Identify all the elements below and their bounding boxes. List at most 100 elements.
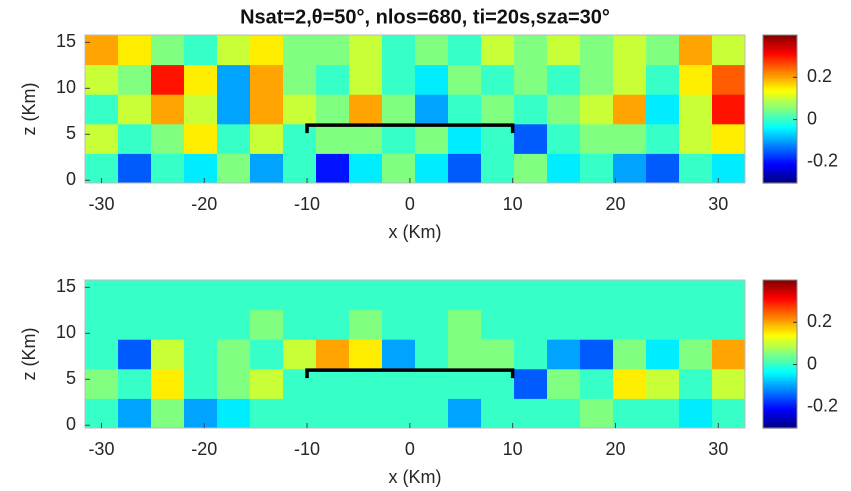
colorbar-step <box>763 39 797 43</box>
heat-cell <box>448 35 482 66</box>
colorbar-step <box>763 69 797 73</box>
heat-cell <box>85 339 119 370</box>
colorbar-step <box>763 129 797 133</box>
heat-cell <box>646 309 680 340</box>
heat-cell <box>448 368 482 399</box>
heat-cell <box>547 280 581 311</box>
colorbar-step <box>763 286 797 290</box>
colorbar-step <box>763 90 797 94</box>
y-axis-label: z (Km) <box>19 328 39 381</box>
heat-cell <box>85 94 119 125</box>
heat-cell <box>85 64 119 95</box>
heat-cell <box>646 280 680 311</box>
colorbar-step <box>763 425 797 429</box>
colorbar-step <box>763 157 797 161</box>
x-tick-label: 20 <box>605 194 625 214</box>
colorbar-step <box>763 354 797 357</box>
colorbar-step <box>763 363 797 367</box>
heat-cell <box>316 123 350 154</box>
heat-cell <box>184 280 218 311</box>
heat-cell <box>679 35 713 66</box>
heat-cell <box>283 368 317 399</box>
heat-cell <box>349 153 383 184</box>
colorbar-step <box>763 374 797 378</box>
x-tick-label: -10 <box>294 439 320 459</box>
heat-cell <box>514 35 548 66</box>
colorbar-step <box>763 74 797 78</box>
colorbar-step <box>763 393 797 397</box>
heat-cell <box>613 94 647 125</box>
heat-cell <box>283 280 317 311</box>
colorbar-step <box>763 323 797 327</box>
heat-cell <box>85 309 119 340</box>
colorbar-step <box>763 120 797 124</box>
heat-cell <box>547 309 581 340</box>
heat-cell <box>151 368 185 399</box>
heat-cell <box>316 64 350 95</box>
colorbar-step <box>763 289 797 293</box>
heat-cell <box>547 64 581 95</box>
heat-cell <box>316 153 350 184</box>
colorbar-step <box>763 122 797 126</box>
colorbar-step <box>763 78 797 82</box>
heat-cell <box>250 368 284 399</box>
colorbar <box>763 35 797 184</box>
colorbar-step <box>763 333 797 337</box>
colorbar-step <box>763 342 797 346</box>
y-tick-label: 10 <box>56 322 76 342</box>
heat-cell <box>514 153 548 184</box>
colorbar-step <box>763 141 797 145</box>
heat-cell <box>712 398 746 429</box>
heat-cell <box>448 123 482 154</box>
heat-cell <box>118 94 152 125</box>
heat-cell <box>316 35 350 66</box>
heat-cell <box>184 64 218 95</box>
heat-cell <box>151 398 185 429</box>
heat-cell <box>283 309 317 340</box>
colorbar-step <box>763 381 797 385</box>
heat-cell <box>250 309 284 340</box>
colorbar-step <box>763 139 797 142</box>
y-tick-label: 15 <box>56 31 76 51</box>
heat-cell <box>217 35 251 66</box>
colorbar-step <box>763 298 797 302</box>
heat-cell <box>250 280 284 311</box>
heat-cell <box>712 153 746 184</box>
heat-cell <box>415 339 449 370</box>
heat-cell <box>547 123 581 154</box>
heat-cell <box>514 280 548 311</box>
heat-cell <box>217 153 251 184</box>
heat-cell <box>580 35 614 66</box>
y-tick-label: 5 <box>66 368 76 388</box>
heat-cell <box>250 123 284 154</box>
heat-cell <box>613 309 647 340</box>
heat-cell <box>250 398 284 429</box>
heat-cell <box>514 309 548 340</box>
heat-cell <box>646 339 680 370</box>
heat-cell <box>349 123 383 154</box>
heat-cell <box>448 309 482 340</box>
heat-cell <box>250 339 284 370</box>
heat-cell <box>151 309 185 340</box>
heat-cell <box>151 339 185 370</box>
heat-cell <box>679 339 713 370</box>
x-axis-label: x (Km) <box>389 222 442 242</box>
x-tick-label: 30 <box>708 194 728 214</box>
heat-cell <box>448 398 482 429</box>
colorbar-step <box>763 386 797 390</box>
heat-cell <box>85 368 119 399</box>
colorbar-step <box>763 370 797 374</box>
heat-cell <box>712 309 746 340</box>
heat-cell <box>184 35 218 66</box>
colorbar-step <box>763 67 797 71</box>
heat-cell <box>283 339 317 370</box>
heat-cell <box>151 94 185 125</box>
heat-cell <box>250 153 284 184</box>
colorbar-step <box>763 344 797 348</box>
colorbar-step <box>763 150 797 154</box>
colorbar-step <box>763 312 797 316</box>
heat-cell <box>316 309 350 340</box>
chart-title: Nsat=2,θ=50°, nlos=680, ti=20s,sza=30° <box>240 6 610 28</box>
colorbar-step <box>763 180 797 184</box>
